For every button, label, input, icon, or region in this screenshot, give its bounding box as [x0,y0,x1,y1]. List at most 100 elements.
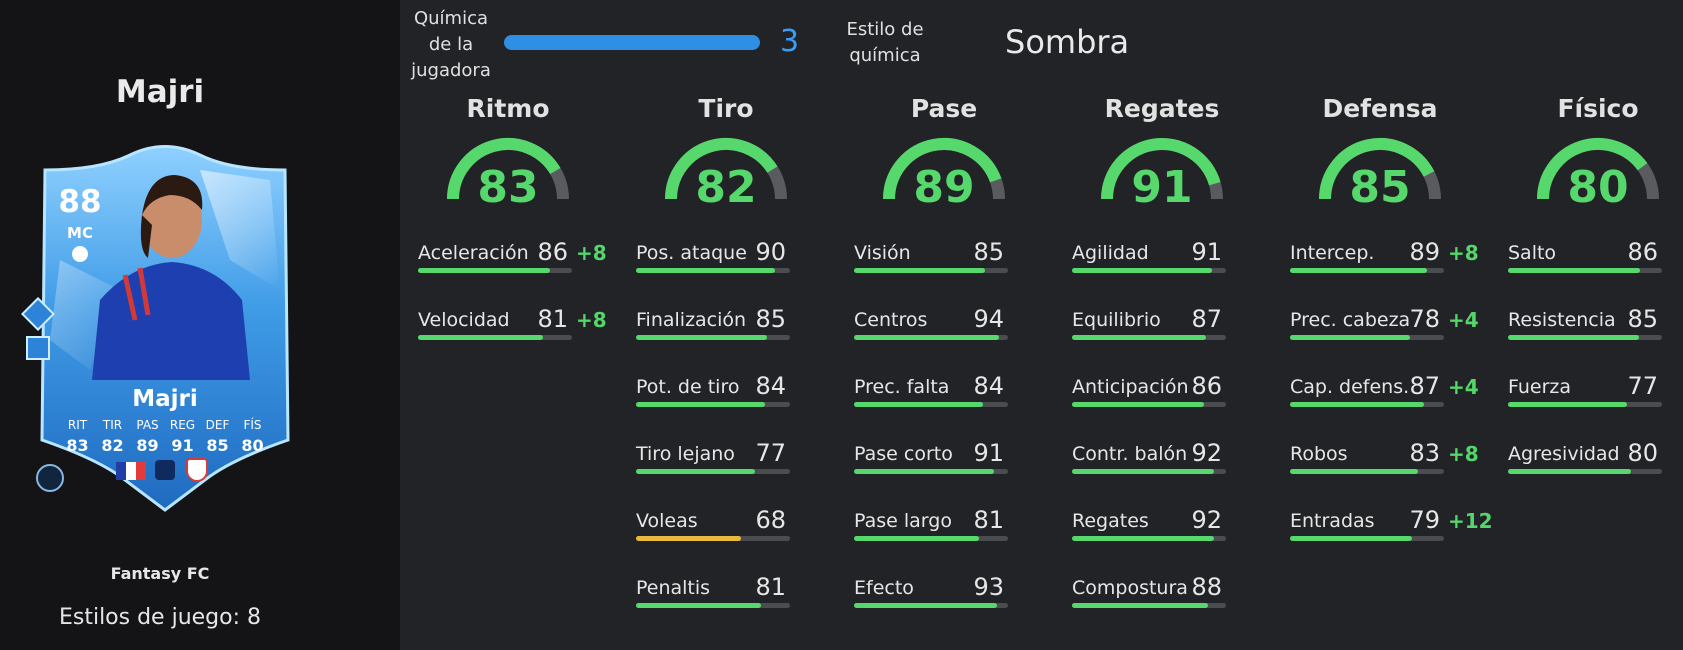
stats-panel [400,0,1683,650]
stat-row: Compostura 88 [1072,573,1262,637]
chem-style-value[interactable]: Sombra [1005,23,1130,61]
stat-label: Aceleración [418,242,529,264]
stat-bar-fill [1072,268,1213,273]
gauge-fill [665,138,778,200]
category-gauge [1101,138,1223,200]
stat-value: 91 [973,439,1004,467]
stat-boost: +12 [1448,509,1493,533]
stat-label: Voleas [636,510,698,532]
stat-row: Salto 86 [1508,238,1683,302]
stat-label: Pos. ataque [636,242,747,264]
stat-row: Pos. ataque 90 [636,238,826,302]
stat-bar-track [636,536,790,541]
stat-bar-track [636,603,790,608]
stat-row: Pase largo 81 [854,506,1044,570]
player-card[interactable]: 88 MC Majri RIT 83 TIR 82 PAS 89 REG 91 DEF 8… [21,140,300,515]
stat-row: Prec. cabeza 78 +4 [1290,305,1480,369]
category-title: Pase [910,94,978,123]
card-stat-value: 82 [101,436,124,455]
stat-label: Pase corto [854,443,953,465]
category-gauge [665,138,787,200]
stat-row: Cap. defens. 87 +4 [1290,372,1480,436]
stat-bar-fill [1072,469,1214,474]
stat-label: Compostura [1072,577,1188,599]
stat-value: 86 [1191,372,1222,400]
stat-value: 92 [1191,439,1222,467]
stat-row: Aceleración 86 +8 [418,238,608,302]
stat-bar-track [854,402,1008,407]
stat-label: Anticipación [1072,376,1189,398]
stat-bar-fill [1072,603,1208,608]
stat-value: 94 [973,305,1004,333]
stat-bar-fill [854,603,998,608]
card-stat-label: FÍS [243,418,262,432]
stat-value: 87 [1191,305,1222,333]
playstyle-plus-icon [26,336,50,360]
stat-bar-track [1508,268,1662,273]
stat-value: 92 [1191,506,1222,534]
stat-bar-track [636,268,790,273]
stat-value: 87 [1409,372,1440,400]
stat-row: Centros 94 [854,305,1044,369]
stat-bar-track [1508,402,1662,407]
stat-label: Regates [1072,510,1149,532]
stat-boost: +8 [576,241,607,265]
france-flag-icon [116,462,146,480]
stat-bar-fill [854,268,985,273]
stat-label: Tiro lejano [636,443,735,465]
stat-bar-track [418,268,572,273]
category-title: Físico [1557,94,1639,123]
stat-bar-fill [1290,335,1411,340]
stat-label: Efecto [854,577,914,599]
stat-bar-track [854,335,1008,340]
stat-row: Regates 92 [1072,506,1262,570]
stat-bar-track [1072,469,1226,474]
card-role-icon [72,246,88,262]
stat-label: Prec. cabeza [1290,309,1411,331]
gauge-fill [1537,138,1648,200]
category-value: 83 [477,162,539,213]
category-value: 91 [1131,162,1193,213]
stat-value: 85 [1627,305,1658,333]
stat-bar-fill [636,402,766,407]
stat-bar-fill [1072,335,1206,340]
stat-bar-track [854,268,1008,273]
stat-row: Penaltis 81 [636,573,826,637]
stat-bar-fill [1072,402,1205,407]
evolution-icon[interactable] [36,464,64,492]
stat-bar-track [636,469,790,474]
category-value: 85 [1349,162,1411,213]
stat-bar-track [1290,469,1444,474]
stat-bar-fill [854,469,995,474]
stat-bar-track [636,335,790,340]
playstyles-count[interactable]: Estilos de juego: 8 [58,605,262,630]
stat-label: Entradas [1290,510,1375,532]
stat-label: Robos [1290,443,1348,465]
stat-bar-fill [1290,469,1418,474]
card-position: MC [67,224,93,242]
card-stat-value: 91 [171,436,194,455]
stat-label: Velocidad [418,309,510,331]
stat-bar-track [854,536,1008,541]
category-gauge [1537,138,1659,200]
stat-label: Centros [854,309,928,331]
category-gauge [447,138,569,200]
stat-bar-fill [636,469,755,474]
chemistry-value: 3 [780,24,800,59]
card-stat-label: RIT [67,418,88,432]
stat-row: Pase corto 91 [854,439,1044,503]
category-value: 80 [1567,162,1629,213]
stat-boost: +4 [1448,375,1479,399]
stat-value: 83 [1409,439,1440,467]
chemistry-label: Química de la jugadora [411,8,491,81]
stat-row: Anticipación 86 [1072,372,1262,436]
stat-bar-track [854,469,1008,474]
stat-value: 91 [1191,238,1222,266]
stat-boost: +4 [1448,308,1479,332]
stat-bar-fill [636,268,775,273]
stat-row: Agilidad 91 [1072,238,1262,302]
stat-bar-fill [854,536,979,541]
stat-label: Pase largo [854,510,952,532]
stat-row: Resistencia 85 [1508,305,1683,369]
gauge-fill [1101,138,1221,200]
